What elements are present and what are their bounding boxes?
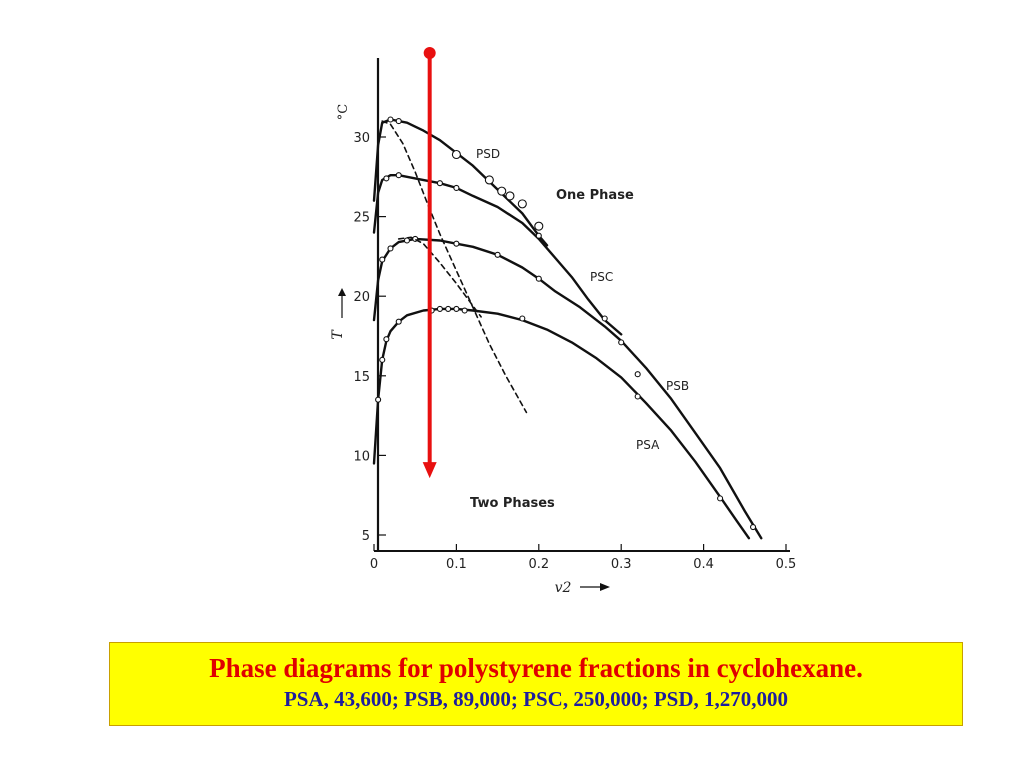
y-tick-label: 5 xyxy=(362,529,370,544)
data-point-psd xyxy=(505,191,515,201)
data-point-psb xyxy=(749,523,757,531)
axes-layer: 5 10 15 20 25 30 0 0.1 0.2 0.3 0.4 0.5 xyxy=(353,58,796,572)
data-point-psd xyxy=(451,149,461,160)
x-tick-label: 0 xyxy=(370,557,378,572)
data-point-psa xyxy=(395,318,402,325)
y-tick-label: 10 xyxy=(353,449,370,464)
data-point-psd xyxy=(387,116,394,123)
phase-diagram-chart: 5 10 15 20 25 30 0 0.1 0.2 0.3 0.4 0.5 T °C v2 PSD PSC P… xyxy=(330,47,796,596)
series-line-psa xyxy=(372,307,751,540)
data-point-psa xyxy=(519,315,526,322)
series-label-psc: PSC xyxy=(590,270,613,284)
data-point-psa xyxy=(375,396,382,403)
y-tick-label: 25 xyxy=(353,211,370,226)
spinodal-dashed-line-5 xyxy=(397,236,482,318)
x-tick-label: 0.4 xyxy=(693,557,714,572)
red-arrow-head xyxy=(422,462,437,479)
two-phases-label: Two Phases xyxy=(470,496,555,511)
x-tick-label: 0.5 xyxy=(776,557,797,572)
x-axis-label-arrowhead xyxy=(600,583,610,591)
data-point-psb xyxy=(379,256,386,263)
data-point-psd xyxy=(484,175,494,185)
x-tick-label: 0.1 xyxy=(446,557,467,572)
caption-box: Phase diagrams for polystyrene fractions… xyxy=(109,642,963,726)
data-point-psa xyxy=(461,307,468,314)
y-axis-label-arrowhead xyxy=(338,288,346,296)
data-point-psb xyxy=(634,371,641,378)
one-phase-label: One Phase xyxy=(556,188,634,203)
data-point-psb xyxy=(387,245,394,252)
data-point-psa xyxy=(379,356,386,363)
red-arrow-start-dot xyxy=(423,47,436,59)
y-tick-label: 20 xyxy=(353,290,370,305)
data-point-psc xyxy=(395,172,402,179)
label-layer: T °C v2 PSD PSC PSB PSA One Phase Two Phases xyxy=(330,104,689,596)
series-label-psb: PSB xyxy=(666,379,689,393)
series-label-psa: PSA xyxy=(636,438,660,452)
data-point-psa xyxy=(453,305,460,312)
data-point-psc xyxy=(453,184,460,191)
data-point-psb xyxy=(618,339,625,346)
y-tick-label: 30 xyxy=(353,131,370,146)
arrow-layer xyxy=(422,47,437,479)
x-tick-label: 0.3 xyxy=(611,557,632,572)
y-tick-label: 15 xyxy=(353,370,370,385)
series-line-psb xyxy=(372,237,763,540)
series-line-psd xyxy=(372,118,549,247)
data-point-psd xyxy=(517,199,527,209)
series-label-psd: PSD xyxy=(476,147,500,161)
series-layer xyxy=(372,116,763,540)
data-point-psc xyxy=(383,175,390,182)
y-axis-label: T xyxy=(330,329,346,340)
data-point-psc xyxy=(535,232,542,239)
data-point-psc xyxy=(601,315,608,322)
spinodal-dashed-line-4 xyxy=(381,120,528,414)
data-point-psd xyxy=(534,221,544,231)
x-axis-label: v2 xyxy=(555,580,572,596)
data-point-psc xyxy=(436,180,443,187)
data-point-psb xyxy=(403,237,411,244)
data-point-psa xyxy=(445,305,452,312)
x-tick-label: 0.2 xyxy=(528,557,549,572)
data-point-psb xyxy=(535,275,542,282)
y-axis-unit-label: °C xyxy=(336,104,351,121)
caption-subtitle: PSA, 43,600; PSB, 89,000; PSC, 250,000; … xyxy=(283,687,788,711)
caption-title: Phase diagrams for polystyrene fractions… xyxy=(209,653,863,683)
data-point-psd xyxy=(395,118,402,125)
data-point-psb xyxy=(494,251,501,258)
data-point-psb xyxy=(453,240,460,247)
data-point-psd xyxy=(497,186,507,196)
data-point-psa xyxy=(634,393,641,400)
data-point-psa xyxy=(383,336,390,343)
data-point-psa xyxy=(717,495,724,502)
data-point-psa xyxy=(436,305,443,312)
